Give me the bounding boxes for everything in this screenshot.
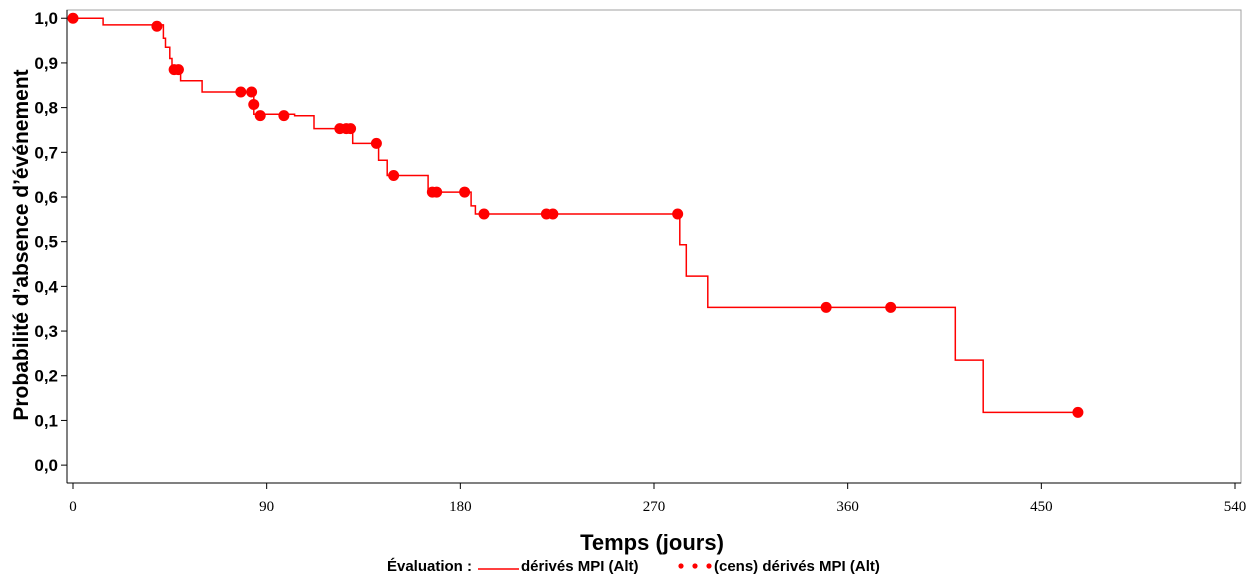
plot-area bbox=[67, 12, 1084, 418]
legend-title: Évaluation : bbox=[387, 558, 472, 575]
y-tick-label: 0,1 bbox=[34, 411, 58, 430]
legend-dot-swatch bbox=[678, 563, 684, 569]
y-tick-label: 0,4 bbox=[34, 277, 58, 296]
censored-point bbox=[820, 301, 832, 313]
x-ticks: 0 90 180 270 360 450 540 bbox=[69, 483, 1246, 515]
censored-point bbox=[248, 98, 260, 110]
y-tick-label: 1,0 bbox=[34, 9, 58, 28]
censored-point bbox=[1072, 406, 1084, 418]
y-tick-label: 0,3 bbox=[34, 322, 58, 341]
censored-point bbox=[151, 20, 163, 32]
legend-dot-swatch bbox=[692, 563, 698, 569]
censored-point bbox=[246, 86, 258, 98]
x-tick-label: 0 bbox=[69, 499, 77, 515]
legend-dot-swatch bbox=[706, 563, 712, 569]
x-axis-label: Temps (jours) bbox=[580, 530, 724, 555]
y-tick-label: 0,9 bbox=[34, 54, 58, 73]
legend: Évaluation : dérivés MPI (Alt) (cens) dé… bbox=[387, 558, 880, 575]
censored-point bbox=[478, 208, 490, 220]
x-tick-label: 450 bbox=[1030, 499, 1053, 515]
censored-point bbox=[672, 208, 684, 220]
censored-point bbox=[254, 110, 266, 122]
censored-point bbox=[278, 110, 290, 122]
censored-point bbox=[172, 64, 184, 76]
censored-point bbox=[67, 12, 79, 24]
y-tick-label: 0,2 bbox=[34, 367, 58, 386]
legend-entry-series: dérivés MPI (Alt) bbox=[521, 558, 639, 575]
y-tick-label: 0,8 bbox=[34, 99, 58, 118]
x-tick-label: 180 bbox=[449, 499, 472, 515]
x-tick-label: 360 bbox=[836, 499, 859, 515]
censored-point bbox=[345, 123, 357, 135]
y-tick-label: 0,6 bbox=[34, 188, 58, 207]
censored-point bbox=[235, 86, 247, 98]
x-tick-label: 540 bbox=[1224, 499, 1247, 515]
censor-marks bbox=[67, 12, 1084, 418]
censored-point bbox=[459, 186, 471, 198]
censored-point bbox=[885, 301, 897, 313]
y-ticks: 0,0 0,1 0,2 0,3 0,4 0,5 0,6 0,7 0,8 0,9 1,0 bbox=[34, 9, 67, 475]
censored-point bbox=[547, 208, 559, 220]
x-tick-label: 90 bbox=[259, 499, 274, 515]
y-tick-label: 0,5 bbox=[34, 233, 58, 252]
censored-point bbox=[431, 186, 443, 198]
x-tick-label: 270 bbox=[643, 499, 666, 515]
y-axis-label: Probabilité d’absence d’événement bbox=[10, 69, 33, 420]
y-tick-label: 0,0 bbox=[34, 456, 58, 475]
legend-entry-censored: (cens) dérivés MPI (Alt) bbox=[714, 558, 880, 575]
y-tick-label: 0,7 bbox=[34, 143, 58, 162]
censored-point bbox=[370, 137, 382, 149]
censored-point bbox=[388, 170, 400, 182]
survival-curve-line bbox=[73, 17, 1078, 414]
